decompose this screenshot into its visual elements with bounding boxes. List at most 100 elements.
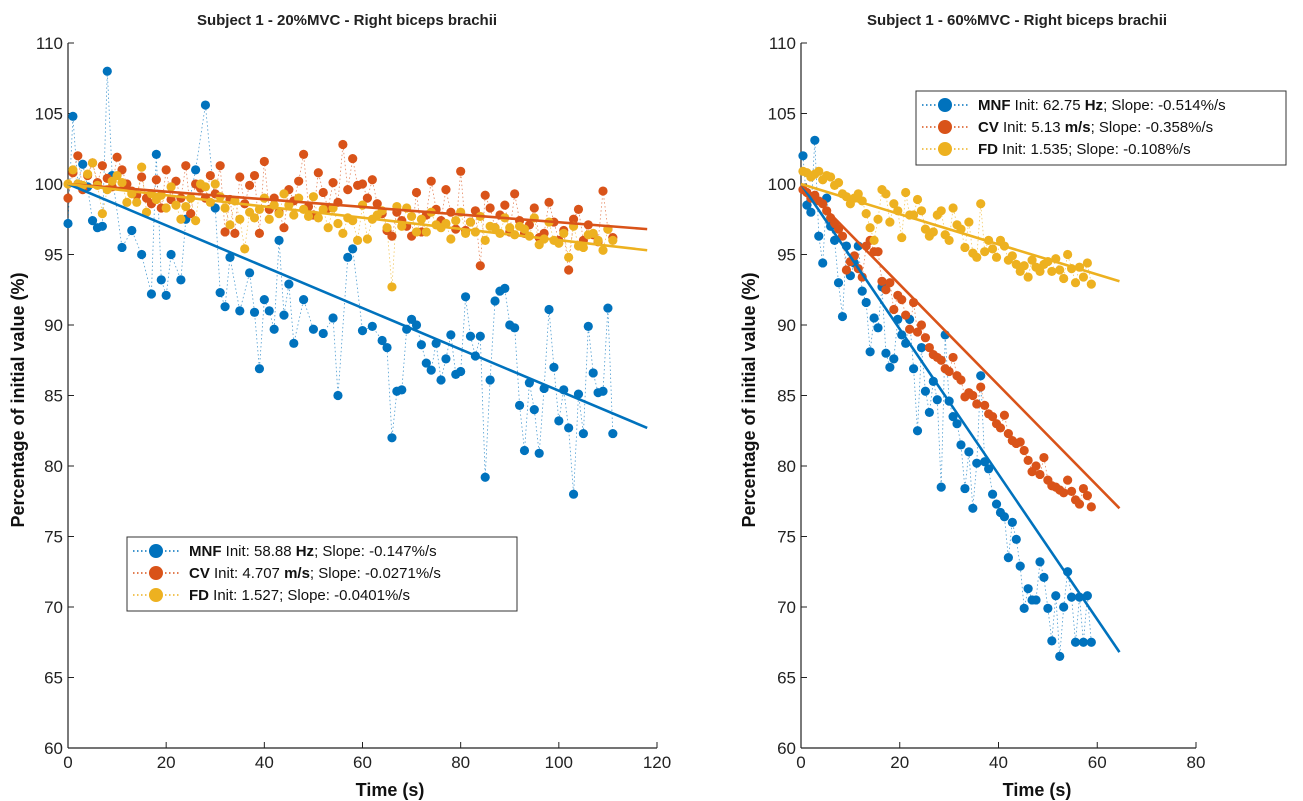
mnf-point <box>166 249 176 260</box>
y-tick-label: 65 <box>44 669 63 688</box>
cv-point <box>1066 486 1077 496</box>
fd-point <box>578 242 588 253</box>
fd-point <box>220 203 230 213</box>
fd-point <box>1063 249 1073 260</box>
mnf-point <box>78 159 88 169</box>
fd-point <box>333 218 343 229</box>
mnf-point <box>274 235 284 245</box>
mnf-point <box>289 338 299 348</box>
cv-point <box>1059 488 1069 498</box>
cv-point <box>97 161 107 171</box>
cv-point <box>1086 502 1096 512</box>
x-tick-label: 80 <box>451 753 470 772</box>
cv-point <box>1078 483 1089 494</box>
cv-point <box>181 161 191 171</box>
fd-point <box>991 252 1002 262</box>
y-tick-label: 70 <box>44 598 63 617</box>
mnf-point <box>490 296 500 306</box>
mnf-point <box>117 242 127 253</box>
mnf-point <box>912 426 923 436</box>
fd-legend-text-part: Init: 1.527 <box>209 587 279 604</box>
fd-trend-line <box>800 182 1120 283</box>
fd-point <box>987 244 998 254</box>
mnf-point <box>1047 636 1057 646</box>
mnf-point <box>1023 584 1033 594</box>
cv-point <box>999 410 1010 420</box>
fd-point <box>1023 272 1033 282</box>
fd-point <box>284 200 294 210</box>
y-tick-label: 100 <box>35 175 63 194</box>
mnf-point <box>908 364 919 374</box>
mnf-point <box>480 472 490 482</box>
mnf-point <box>318 328 328 339</box>
x-tick-label: 60 <box>1088 753 1107 772</box>
x-axis-label: Time (s) <box>356 780 425 800</box>
mnf-point <box>529 405 539 415</box>
fd-point <box>559 228 569 238</box>
mnf-point <box>1086 637 1096 647</box>
mnf-point <box>456 366 466 377</box>
x-tick-label: 100 <box>545 753 573 772</box>
fd-point <box>881 189 891 199</box>
mnf-legend-label: MNF Init: 58.88 Hz; Slope: -0.147%/s <box>189 543 437 560</box>
mnf-point <box>377 335 387 346</box>
mnf-point <box>573 389 584 399</box>
mnf-point <box>588 368 598 378</box>
cv-point <box>73 151 83 161</box>
cv-point <box>348 154 358 164</box>
cv-point <box>889 304 899 315</box>
cv-point <box>362 193 373 203</box>
cv-point <box>338 139 348 150</box>
mnf-point <box>146 289 157 299</box>
mnf-trend-line <box>799 183 1121 653</box>
fd-point <box>865 223 875 233</box>
x-axis-label: Time (s) <box>1003 780 1072 800</box>
mnf-point <box>956 440 966 450</box>
fd-point <box>928 227 938 237</box>
mnf-point <box>254 364 265 374</box>
mnf-point <box>191 165 201 175</box>
fd-point <box>912 194 923 205</box>
cv-legend-marker <box>938 120 952 134</box>
fd-legend-text-part: ; Slope: -0.0401%/s <box>279 587 410 604</box>
cv-point <box>294 176 304 186</box>
cv-legend-marker <box>149 566 163 580</box>
fd-point <box>901 187 911 198</box>
fd-point <box>960 242 970 253</box>
fd-point <box>416 214 426 224</box>
mnf-point <box>397 385 407 395</box>
mnf-point <box>382 342 392 353</box>
mnf-point <box>991 499 1002 509</box>
cv-point <box>215 161 225 171</box>
fd-point <box>465 217 476 227</box>
mnf-legend-marker <box>149 544 163 558</box>
cv-point <box>343 185 353 195</box>
fd-legend-marker <box>149 588 163 602</box>
fd-point <box>519 224 530 234</box>
mnf-dotted-line <box>67 71 614 495</box>
mnf-point <box>865 347 875 357</box>
mnf-point <box>475 331 485 341</box>
cv-point <box>948 352 958 363</box>
cv-point <box>112 152 122 162</box>
cv-point <box>367 175 377 185</box>
cv-point <box>1074 499 1085 509</box>
mnf-point <box>534 448 544 458</box>
cv-legend-text-part: CV <box>189 565 210 582</box>
mnf-point <box>976 371 986 381</box>
fd-point <box>240 244 250 254</box>
fd-point <box>382 223 392 233</box>
mnf-point <box>426 365 436 375</box>
fd-point <box>352 235 363 245</box>
cv-legend-label: CV Init: 4.707 m/s; Slope: -0.0271%/s <box>189 565 441 582</box>
cv-legend-text-part: Init: 4.707 <box>210 565 284 582</box>
cv-point <box>254 228 265 238</box>
cv-legend-text-part: ; Slope: -0.0271%/s <box>310 565 441 582</box>
mnf-point <box>249 307 260 317</box>
mnf-point <box>1039 572 1049 582</box>
fd-point <box>885 217 895 227</box>
mnf-point <box>1015 561 1025 571</box>
cv-point <box>299 149 309 159</box>
cv-point <box>500 200 510 210</box>
fd-legend-label: FD Init: 1.535; Slope: -0.108%/s <box>978 141 1191 158</box>
